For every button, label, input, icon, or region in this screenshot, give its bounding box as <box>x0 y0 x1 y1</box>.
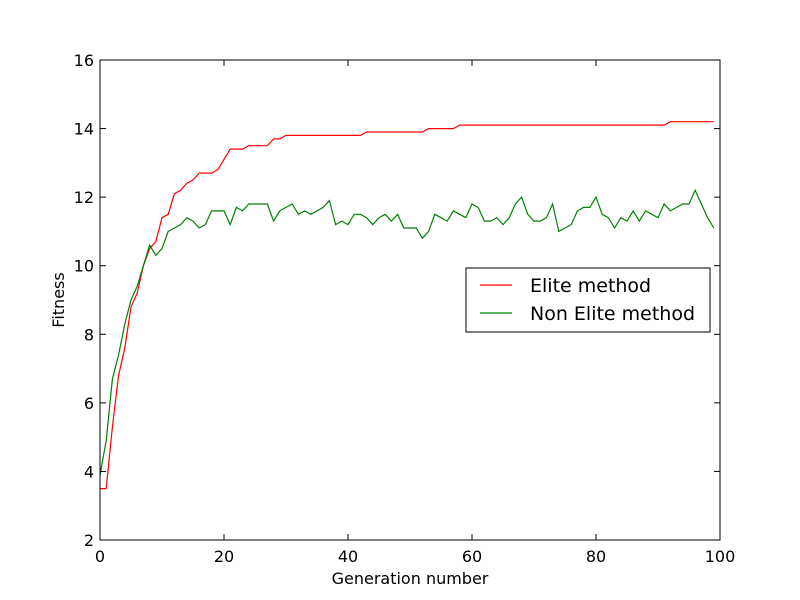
y-tick-label: 14 <box>74 120 94 139</box>
x-tick-label: 0 <box>95 547 105 566</box>
series-line-non-elite <box>99 188 715 476</box>
legend-box <box>465 267 711 333</box>
y-tick-label: 12 <box>74 188 94 207</box>
y-tick-label: 6 <box>84 394 94 413</box>
x-tick-label: 80 <box>586 547 606 566</box>
x-tick-label: 100 <box>705 547 736 566</box>
y-tick-label: 16 <box>74 51 94 70</box>
legend: Elite method Non Elite method <box>465 267 711 333</box>
x-axis-label: Generation number <box>332 569 489 588</box>
x-tick-label: 40 <box>338 547 358 566</box>
plot-frame <box>99 59 721 541</box>
legend-label-elite: Elite method <box>530 275 651 297</box>
legend-label-non-elite: Non Elite method <box>530 303 695 325</box>
y-tick-label: 8 <box>84 325 94 344</box>
x-tick-label: 60 <box>462 547 482 566</box>
y-tick-label: 4 <box>84 462 94 481</box>
y-tick-label: 2 <box>84 531 94 550</box>
y-tick-label: 10 <box>74 257 94 276</box>
y-axis-label: Fitness <box>49 272 68 327</box>
ticks-layer: 0 20 40 60 80 100 2 4 6 8 10 12 14 16 <box>74 51 736 566</box>
series-line-elite <box>100 121 714 490</box>
series-layer <box>99 121 715 490</box>
x-tick-label: 20 <box>214 547 234 566</box>
